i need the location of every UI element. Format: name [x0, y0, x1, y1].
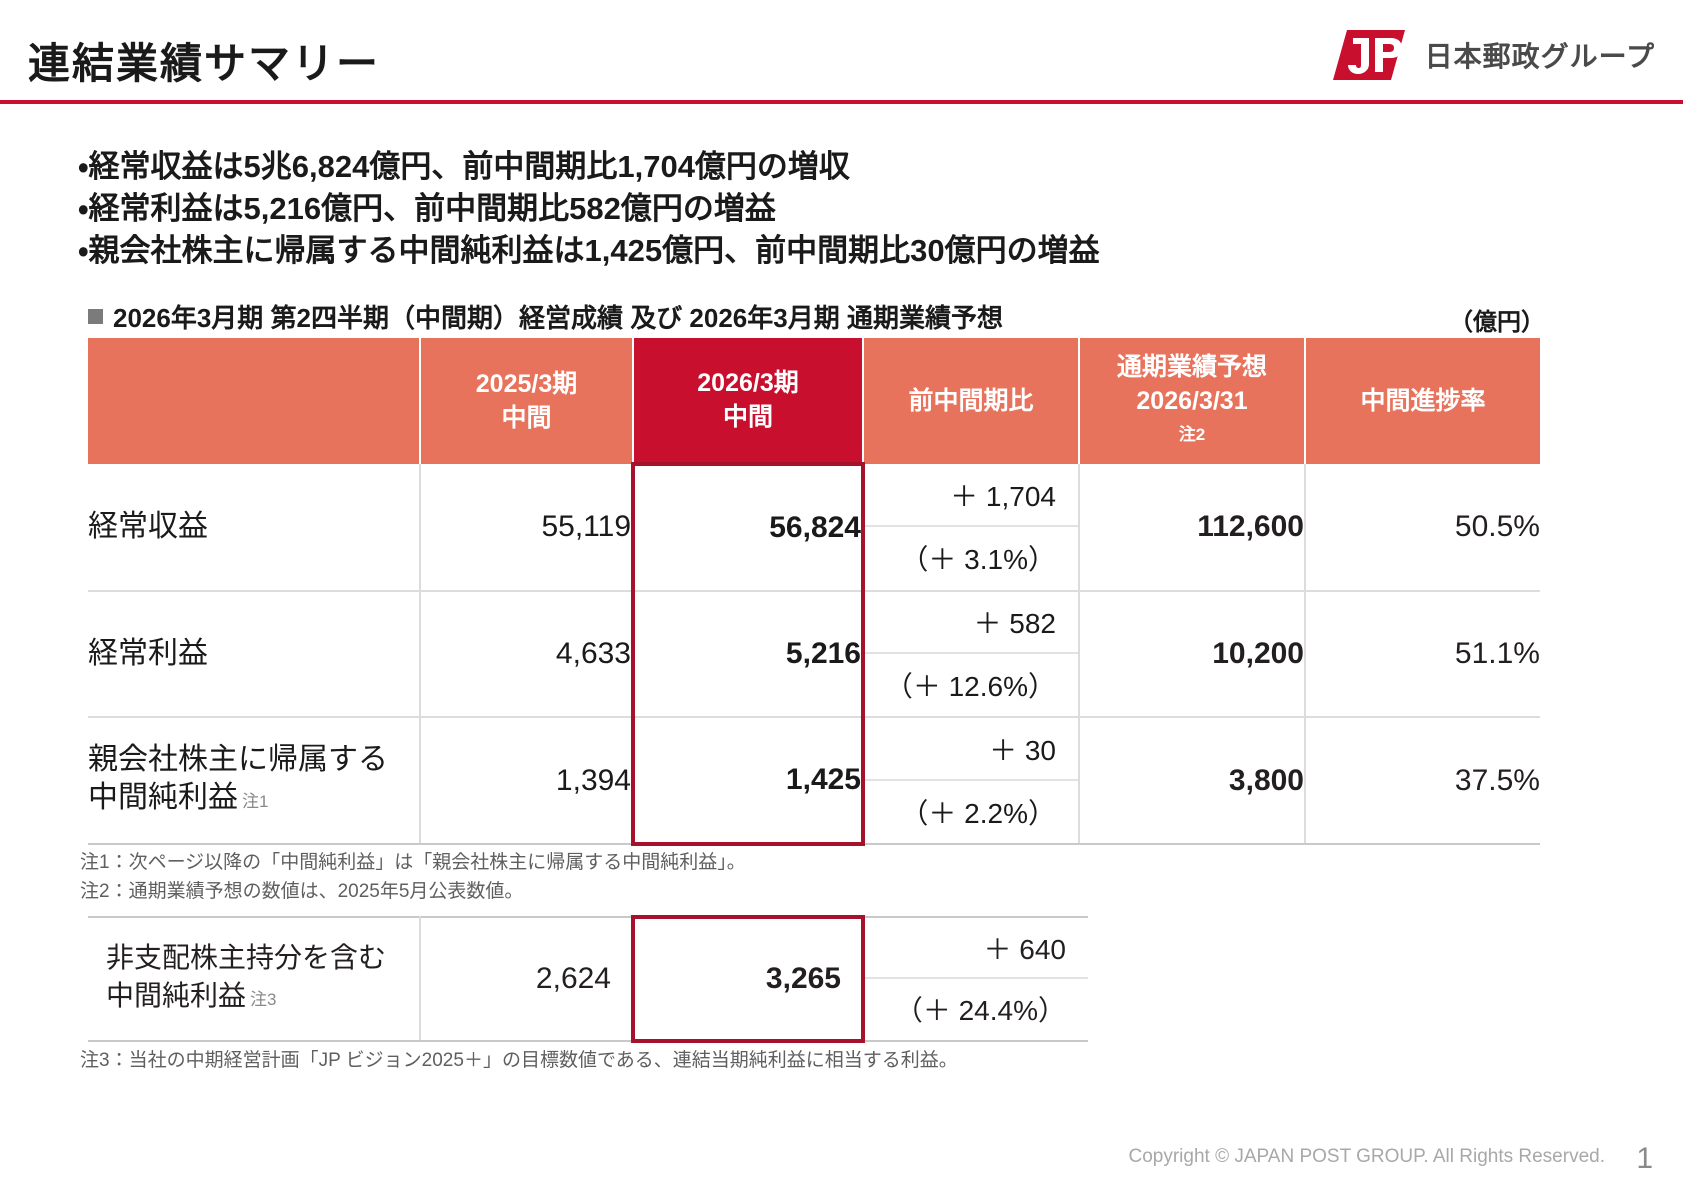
row-label-text-line2: 中間純利益 — [106, 980, 247, 1011]
non-controlling-interests-table: 非支配株主持分を含む 中間純利益 注3 2,624 3,265 ＋ 640 （＋ … — [88, 915, 1088, 1043]
col-header-forecast-line2: 2026/3/31 — [1136, 387, 1248, 415]
row-label-text: 経常利益 — [88, 637, 208, 670]
section-heading: 2026年3月期 第2四半期（中間期）経営成績 及び 2026年3月期 通期業績… — [88, 298, 1003, 335]
col-header-progress-rate: 中間進捗率 — [1305, 338, 1540, 464]
row-label-net-income-parent: 親会社株主に帰属する 中間純利益 注1 — [88, 717, 421, 845]
col-header-current-period: 2026/3期 中間 — [633, 338, 864, 464]
row-label-ordinary-profit: 経常利益 — [88, 591, 421, 718]
consolidated-results-table: 2025/3期 中間 2026/3期 中間 前中間期比 通期業績予想 2026/… — [88, 338, 1540, 846]
copyright-text: Copyright © JAPAN POST GROUP. All Rights… — [1128, 1146, 1605, 1167]
brand-name: 日本郵政グループ — [1424, 41, 1655, 72]
cell-prev-period: 4,633 — [420, 591, 633, 718]
row-label-text-line1: 非支配株主持分を含む — [106, 942, 387, 973]
cell-forecast: 10,200 — [1079, 591, 1306, 718]
col-header-prev-line2: 中間 — [501, 404, 552, 432]
col-header-curr-line1: 2026/3期 — [697, 369, 799, 397]
row-label-text-line1: 親会社株主に帰属する — [88, 742, 388, 776]
row-label-note-ref: 注3 — [250, 990, 277, 1009]
col-header-prev-period: 2025/3期 中間 — [420, 338, 634, 464]
footnote-1: 注1：次ページ以降の「中間純利益」は「親会社株主に帰属する中間純利益」。 — [80, 852, 746, 873]
page-number: 1 — [1636, 1142, 1653, 1175]
table-row: 経常収益 55,119 56,824 ＋ 1,704 （＋ 3.1%） 112,… — [88, 462, 1540, 592]
col-header-prev-line1: 2025/3期 — [475, 370, 578, 398]
row-label-text: 経常収益 — [88, 510, 208, 543]
bullet-item: ・親会社株主に帰属する中間純利益は1,425億円、前中間期比30億円の増益 — [78, 233, 1100, 268]
table-row: 経常利益 4,633 5,216 ＋ 582 （＋ 12.6%） 10,200 … — [88, 591, 1540, 718]
col-header-forecast-line1: 通期業績予想 — [1116, 353, 1267, 381]
footnote-3: 注3：当社の中期経営計画「JP ビジョン2025＋」の目標数値である、連結当期純… — [80, 1050, 958, 1071]
cell-yoy-percent: （＋ 12.6%） — [884, 671, 1056, 702]
cell-yoy-percent: （＋ 24.4%） — [894, 995, 1066, 1026]
col-header-curr-line2: 中間 — [722, 403, 773, 431]
col-header-yoy-change: 前中間期比 — [863, 338, 1080, 464]
row-label-note-ref: 注1 — [242, 791, 269, 811]
header-divider — [0, 100, 1683, 104]
cell-progress-rate: 37.5% — [1305, 717, 1540, 845]
jp-logo-icon — [1332, 30, 1405, 80]
col-header-forecast-note: 注2 — [1178, 425, 1206, 444]
cell-yoy-change: ＋ 582 （＋ 12.6%） — [863, 591, 1080, 718]
brand-lockup: 日本郵政グループ — [1327, 28, 1655, 82]
bullet-item: ・経常収益は5兆6,824億円、前中間期比1,704億円の増収 — [78, 149, 850, 184]
cell-progress-rate: 50.5% — [1305, 464, 1540, 592]
row-label-net-income-incl-nci: 非支配株主持分を含む 中間純利益 注3 — [88, 916, 421, 1042]
col-header-item — [88, 338, 421, 464]
cell-yoy-absolute: ＋ 30 — [865, 719, 1078, 781]
square-marker-icon — [88, 309, 103, 324]
cell-yoy-change: ＋ 640 （＋ 24.4%） — [863, 916, 1088, 1042]
cell-forecast: 112,600 — [1079, 464, 1306, 592]
row-label-text-line2: 中間純利益 — [88, 780, 238, 814]
cell-yoy-absolute: ＋ 582 — [865, 592, 1078, 654]
cell-yoy-absolute: ＋ 1,704 — [865, 465, 1078, 527]
cell-prev-period: 1,394 — [420, 717, 633, 845]
cell-yoy-percent: （＋ 2.2%） — [900, 797, 1056, 829]
cell-yoy-percent: （＋ 3.1%） — [900, 544, 1056, 575]
cell-progress-rate: 51.1% — [1305, 591, 1540, 718]
section-heading-label: 2026年3月期 第2四半期（中間期）経営成績 及び 2026年3月期 通期業績… — [113, 303, 1003, 333]
cell-current-period: 56,824 — [631, 462, 865, 592]
footnotes-lower: 注3：当社の中期経営計画「JP ビジョン2025＋」の目標数値である、連結当期純… — [80, 1046, 958, 1075]
cell-prev-period: 55,119 — [420, 464, 633, 592]
cell-yoy-change: ＋ 1,704 （＋ 3.1%） — [863, 464, 1080, 592]
page-title: 連結業績サマリー — [28, 40, 381, 87]
summary-bullets: ・経常収益は5兆6,824億円、前中間期比1,704億円の増収 ・経常利益は5,… — [78, 146, 1478, 272]
cell-current-period: 1,425 — [631, 717, 865, 846]
table-row: 親会社株主に帰属する 中間純利益 注1 1,394 1,425 ＋ 30 （＋ 2… — [88, 717, 1540, 846]
footnotes-upper: 注1：次ページ以降の「中間純利益」は「親会社株主に帰属する中間純利益」。 注2：… — [80, 848, 746, 906]
cell-current-period: 3,265 — [631, 915, 865, 1043]
footnote-2: 注2：通期業績予想の数値は、2025年5月公表数値。 — [80, 881, 524, 902]
unit-label: （億円） — [1449, 309, 1545, 336]
cell-prev-period: 2,624 — [420, 916, 633, 1042]
cell-forecast: 3,800 — [1079, 717, 1306, 845]
table-header-row: 2025/3期 中間 2026/3期 中間 前中間期比 通期業績予想 2026/… — [88, 338, 1540, 464]
bullet-item: ・経常利益は5,216億円、前中間期比582億円の増益 — [78, 191, 776, 226]
table-row: 非支配株主持分を含む 中間純利益 注3 2,624 3,265 ＋ 640 （＋ … — [88, 915, 1088, 1043]
cell-current-period: 5,216 — [631, 591, 865, 718]
cell-yoy-absolute: ＋ 640 — [865, 919, 1088, 979]
slide-header: 連結業績サマリー 日本郵政グループ — [0, 0, 1683, 104]
row-label-ordinary-income: 経常収益 — [88, 464, 421, 592]
col-header-full-year-forecast: 通期業績予想 2026/3/31 注2 — [1079, 338, 1306, 464]
cell-yoy-change: ＋ 30 （＋ 2.2%） — [863, 717, 1080, 845]
